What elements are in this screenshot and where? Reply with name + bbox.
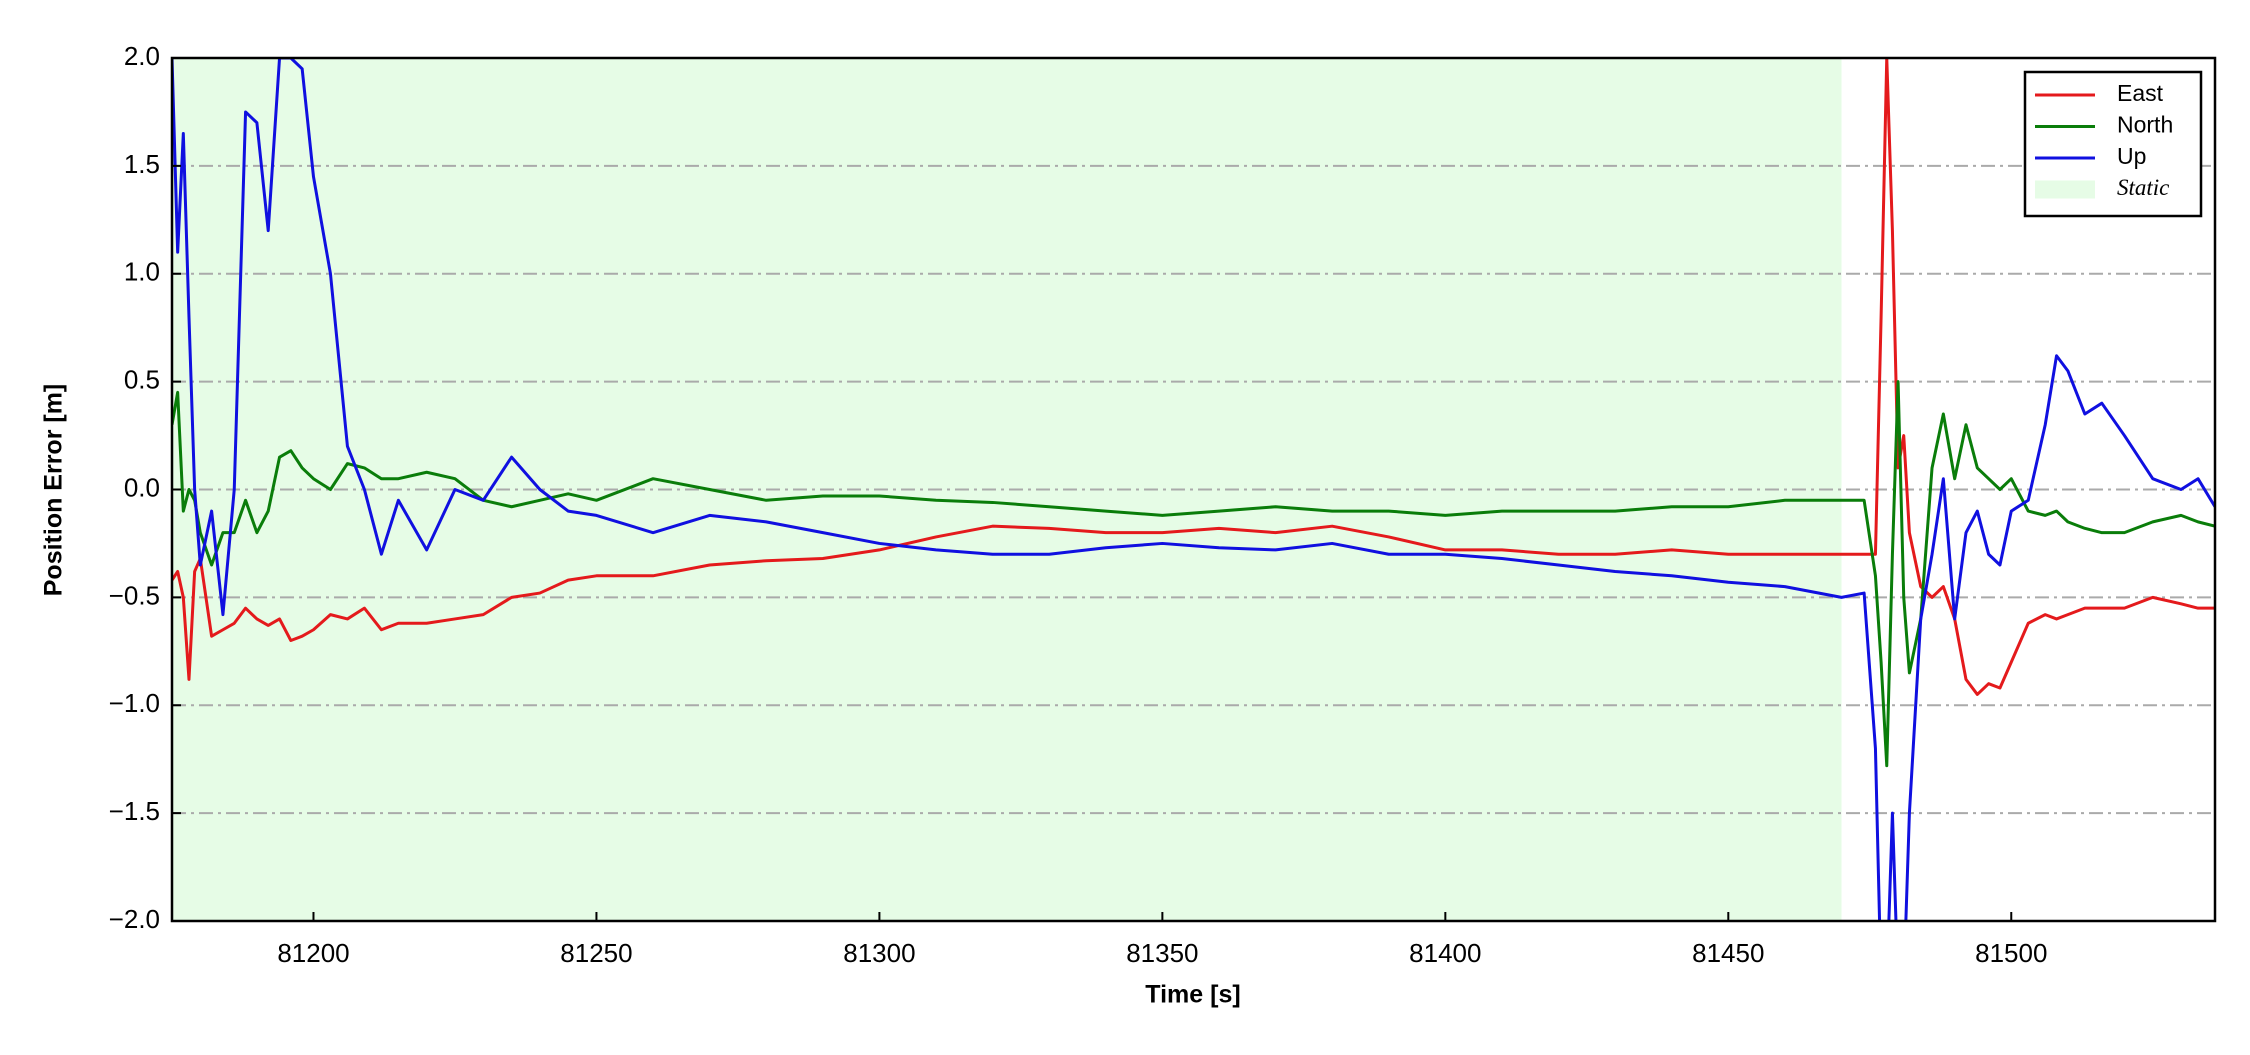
grid-layer <box>172 164 2215 815</box>
y-tick-label: −1.0 <box>109 688 160 718</box>
x-tick-label: 81200 <box>277 938 349 968</box>
x-tick-label: 81500 <box>1975 938 2047 968</box>
legend-label: Static <box>2117 175 2169 200</box>
x-tick-label: 81350 <box>1126 938 1198 968</box>
legend-label: North <box>2117 112 2173 138</box>
tick-layer: −2.0 −1.5 −1.0 −0.5 0.0 0.5 1.0 1.5 2.0 81200 8125… <box>109 41 2048 968</box>
y-tick-label: −2.0 <box>109 904 160 934</box>
y-axis-title: Position Error [m] <box>40 384 68 597</box>
y-tick-label: 1.5 <box>124 149 160 179</box>
x-tick-label: 81300 <box>843 938 915 968</box>
y-tick-label: 1.0 <box>124 257 160 287</box>
legend: East North Up Static <box>2023 70 2203 218</box>
y-tick-label: 0.5 <box>124 365 160 395</box>
legend-label: Up <box>2117 143 2146 169</box>
series-line <box>172 58 2215 696</box>
y-tick-label: 2.0 <box>124 41 160 71</box>
x-tick-label: 81400 <box>1409 938 1481 968</box>
legend-label: East <box>2117 80 2164 106</box>
x-tick-label: 81250 <box>560 938 632 968</box>
y-tick-label: 0.0 <box>124 472 160 502</box>
y-tick-label: −0.5 <box>109 580 160 610</box>
series-line <box>172 380 2215 768</box>
legend-swatch <box>2035 180 2095 199</box>
line-layer <box>172 58 2215 921</box>
x-tick-label: 81450 <box>1692 938 1764 968</box>
series-line <box>172 58 2215 921</box>
x-axis-title: Time [s] <box>1145 981 1240 1009</box>
y-tick-label: −1.5 <box>109 796 160 826</box>
